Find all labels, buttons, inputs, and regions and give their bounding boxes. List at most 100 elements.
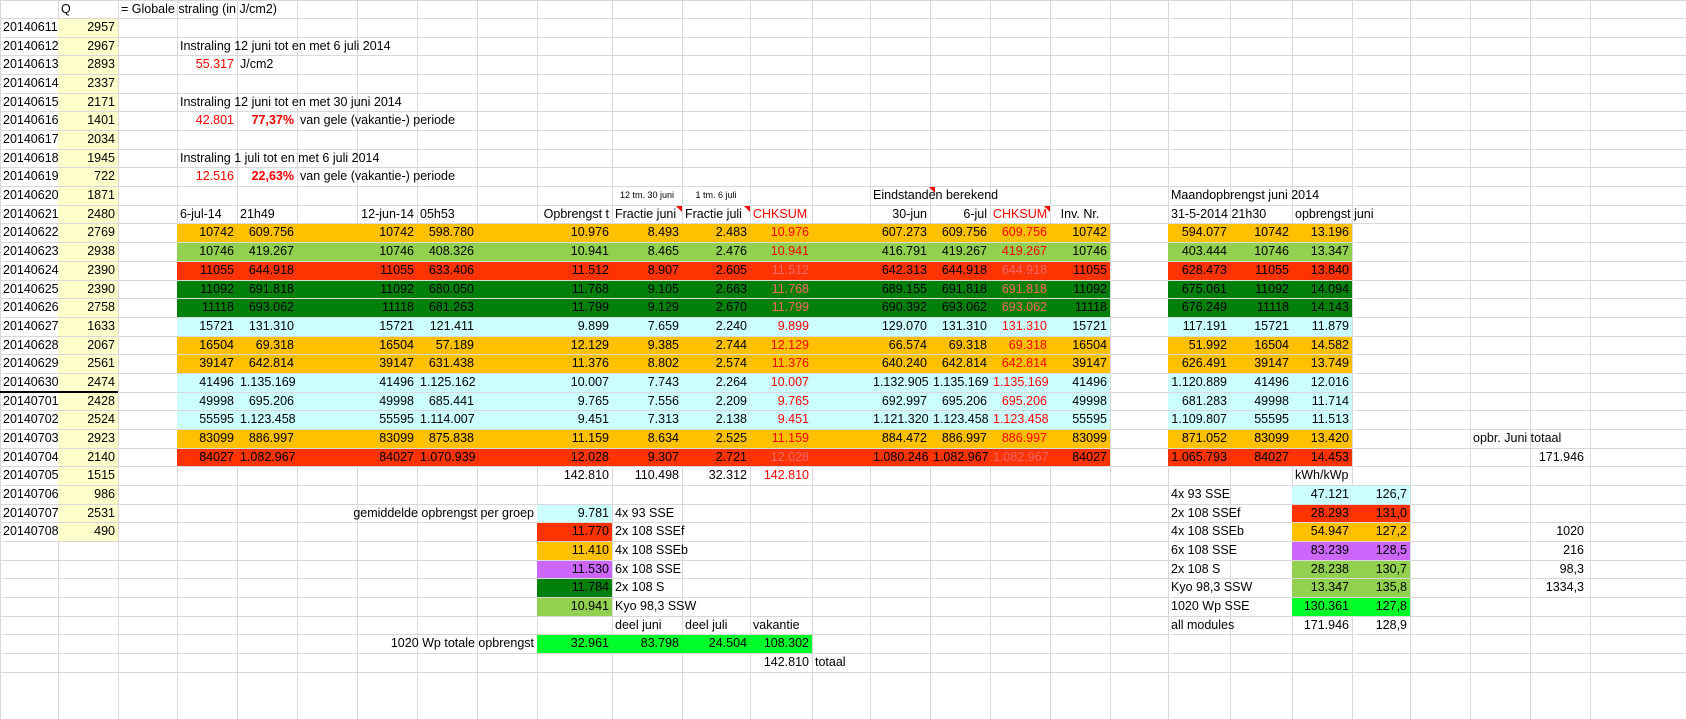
data-cell[interactable]: 633.406 <box>428 262 474 277</box>
data-cell[interactable]: 15721 <box>199 318 234 333</box>
data-cell[interactable]: 685.441 <box>428 393 474 408</box>
date-cell[interactable]: 20140708 <box>3 524 59 539</box>
data-cell[interactable]: 2.240 <box>715 318 747 333</box>
data-cell[interactable]: 13.196 <box>1310 225 1349 240</box>
data-cell[interactable]: 11055 <box>380 262 414 277</box>
data-cell[interactable]: 49998 <box>1072 393 1107 408</box>
data-cell[interactable]: 83099 <box>199 430 234 445</box>
comment-indicator-icon[interactable] <box>744 205 750 212</box>
date-cell[interactable]: 20140611 <box>3 20 58 34</box>
data-cell[interactable]: 692.997 <box>881 393 927 408</box>
column-header[interactable]: opbrengst juni <box>1295 206 1374 221</box>
total-opbrengst[interactable]: 142.810 <box>563 468 609 483</box>
date-cell[interactable]: 20140630 <box>3 374 59 389</box>
total-value[interactable]: 24.504 <box>708 636 747 651</box>
data-cell[interactable]: 1.109.807 <box>1171 412 1227 427</box>
data-cell[interactable]: 11118 <box>382 300 414 315</box>
data-cell[interactable]: 2.264 <box>715 374 747 389</box>
instraling-suffix[interactable]: van gele (vakantie-) periode <box>300 113 455 128</box>
data-cell[interactable]: 13.749 <box>1310 356 1349 371</box>
q-value[interactable]: 2561 <box>87 356 115 371</box>
data-cell[interactable]: 41496 <box>379 374 414 389</box>
chksum-cell[interactable]: 419.267 <box>1001 244 1047 259</box>
data-cell[interactable]: 84027 <box>1254 449 1289 464</box>
data-cell[interactable]: 16504 <box>1254 337 1289 352</box>
instraling-value[interactable]: 55.317 <box>195 57 234 72</box>
data-cell[interactable]: 680.050 <box>428 281 474 296</box>
q-value[interactable]: 1515 <box>87 468 115 483</box>
data-cell[interactable]: 681.283 <box>1181 393 1227 408</box>
group-value[interactable]: 10.941 <box>570 599 609 614</box>
data-cell[interactable]: 13.840 <box>1310 262 1349 277</box>
data-cell[interactable]: 2.663 <box>715 281 747 296</box>
q-value[interactable]: 2967 <box>87 38 115 53</box>
data-cell[interactable]: 11092 <box>200 281 234 296</box>
data-cell[interactable]: 16504 <box>379 337 414 352</box>
q-value[interactable]: 2428 <box>87 393 115 408</box>
data-cell[interactable]: 2.209 <box>715 393 747 408</box>
data-cell[interactable]: 55595 <box>1254 412 1289 427</box>
summary-label[interactable]: 6x 108 SSE <box>1171 543 1238 558</box>
chksum-cell[interactable]: 1.123.458 <box>993 412 1049 427</box>
data-cell[interactable]: 10.941 <box>570 244 609 259</box>
chksum-cell[interactable]: 644.918 <box>1001 262 1047 277</box>
total-fractie-juli[interactable]: 32.312 <box>708 468 747 483</box>
summary-value[interactable]: 28.238 <box>1310 561 1349 576</box>
data-cell[interactable]: 84027 <box>1072 449 1107 464</box>
data-cell[interactable]: 11118 <box>1257 300 1289 315</box>
summary-ratio[interactable]: 130,7 <box>1375 561 1407 576</box>
side-label[interactable]: opbr. Juni totaal <box>1473 430 1562 445</box>
q-value[interactable]: 1945 <box>87 150 115 165</box>
data-cell[interactable]: 1.135.169 <box>240 374 296 389</box>
group-label[interactable]: 4x 108 SSEb <box>615 543 688 558</box>
data-cell[interactable]: 644.918 <box>941 262 987 277</box>
data-cell[interactable]: 15721 <box>379 318 414 333</box>
summary-label[interactable]: 4x 93 SSE <box>1171 487 1231 501</box>
data-cell[interactable]: 117.191 <box>1182 318 1227 333</box>
data-cell[interactable]: 10746 <box>379 244 414 259</box>
chksum-cell[interactable]: 131.310 <box>1001 318 1047 333</box>
data-cell[interactable]: 131.310 <box>941 318 987 333</box>
data-cell[interactable]: 9.105 <box>647 281 679 296</box>
data-cell[interactable]: 51.992 <box>1188 337 1227 352</box>
data-cell[interactable]: 69.318 <box>255 337 294 352</box>
q-value[interactable]: 2893 <box>87 57 115 72</box>
date-cell[interactable]: 20140706 <box>3 487 59 501</box>
data-cell[interactable]: 1.121.320 <box>873 412 929 427</box>
data-cell[interactable]: 7.743 <box>647 374 679 389</box>
data-cell[interactable]: 11.376 <box>571 356 609 371</box>
data-cell[interactable]: 594.077 <box>1181 225 1227 240</box>
chksum-cell[interactable]: 886.997 <box>1001 430 1047 445</box>
data-cell[interactable]: 11118 <box>1075 300 1107 315</box>
data-cell[interactable]: 607.273 <box>881 225 927 240</box>
data-cell[interactable]: 1.082.967 <box>240 449 296 464</box>
data-cell[interactable]: 131.310 <box>248 318 294 333</box>
data-cell[interactable]: 2.605 <box>715 262 747 277</box>
q-value[interactable]: 2034 <box>87 132 115 147</box>
data-cell[interactable]: 2.721 <box>715 449 747 464</box>
summary-value[interactable]: 47.121 <box>1310 487 1349 501</box>
data-cell[interactable]: 57.189 <box>435 337 474 352</box>
date-cell[interactable]: 20140615 <box>3 94 59 109</box>
column-header[interactable]: 6-jul-14 <box>180 206 222 221</box>
data-cell[interactable]: 884.472 <box>881 430 927 445</box>
q-value[interactable]: 2957 <box>87 20 115 34</box>
data-cell[interactable]: 129.070 <box>881 318 927 333</box>
column-header[interactable]: Inv. Nr. <box>1060 206 1100 221</box>
data-cell[interactable]: 11.879 <box>1311 318 1349 333</box>
data-cell[interactable]: 39147 <box>379 356 414 371</box>
instraling-title[interactable]: Instraling 12 juni tot en met 6 juli 201… <box>180 38 391 53</box>
data-cell[interactable]: 626.491 <box>1181 356 1227 371</box>
q-value[interactable]: 2480 <box>87 206 115 221</box>
data-cell[interactable]: 12.016 <box>1310 374 1349 389</box>
data-cell[interactable]: 8.907 <box>647 262 679 277</box>
data-cell[interactable]: 408.326 <box>428 244 474 259</box>
q-value[interactable]: 2171 <box>87 94 115 109</box>
q-value[interactable]: 490 <box>94 524 115 539</box>
total-fractie-juni[interactable]: 110.498 <box>634 468 679 483</box>
data-cell[interactable]: 83099 <box>1072 430 1107 445</box>
date-cell[interactable]: 20140620 <box>3 188 59 203</box>
column-header[interactable]: 6-jul <box>963 206 987 221</box>
note-juni[interactable]: 12 tm. 30 juni <box>619 190 675 201</box>
